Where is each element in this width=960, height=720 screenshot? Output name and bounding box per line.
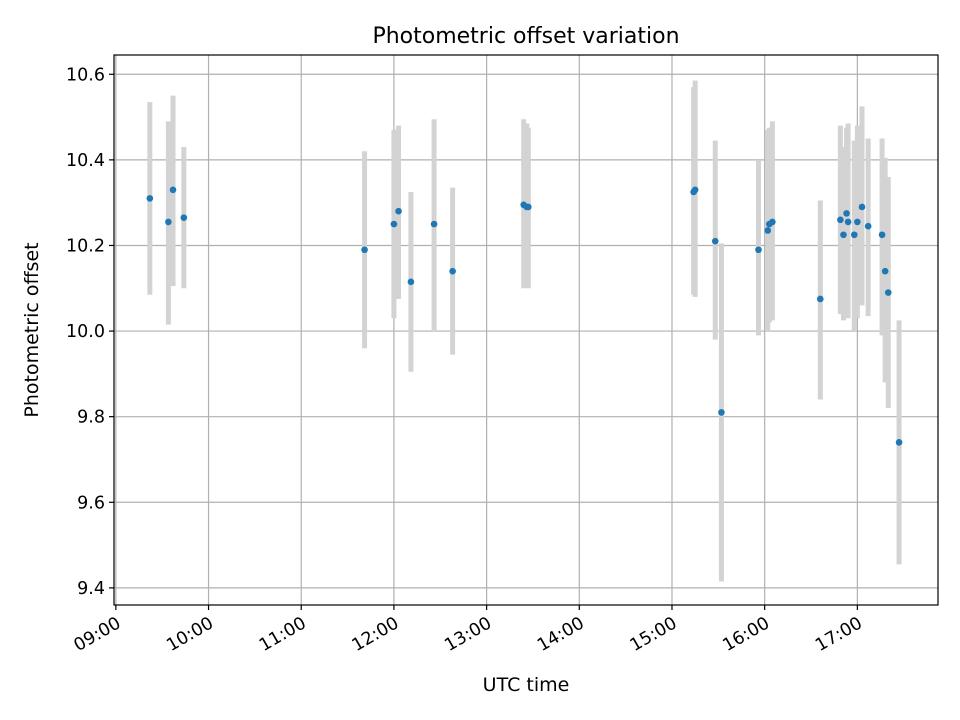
y-axis-ticks: 9.4 9.6 9.8 10.0 10.2 10.4 10.6 xyxy=(66,65,114,599)
data-point xyxy=(755,246,762,254)
data-point xyxy=(361,246,368,254)
y-axis-label: Photometric offset xyxy=(21,242,43,417)
data-point xyxy=(850,231,858,239)
x-tick-label: 16:00 xyxy=(719,613,773,656)
data-points xyxy=(146,186,903,446)
plot-frame xyxy=(113,54,939,606)
data-point xyxy=(895,439,903,446)
data-point xyxy=(430,220,438,228)
data-point xyxy=(843,210,850,217)
data-point xyxy=(525,203,532,211)
data-point xyxy=(764,227,772,234)
data-point xyxy=(711,237,719,245)
x-tick-label: 10:00 xyxy=(163,613,217,656)
data-point xyxy=(840,231,847,239)
data-point xyxy=(881,267,889,275)
data-point xyxy=(844,218,852,226)
x-tick-label: 12:00 xyxy=(349,613,403,656)
x-tick-label: 17:00 xyxy=(812,613,866,656)
x-axis-ticks: 09:00 10:00 11:00 12:00 13:00 14:00 15:00 16:00… xyxy=(71,605,866,656)
data-point xyxy=(837,216,844,224)
data-point xyxy=(165,218,172,226)
data-point xyxy=(395,207,402,215)
x-tick-label: 13:00 xyxy=(441,613,495,656)
data-point xyxy=(146,195,154,202)
data-point xyxy=(816,295,824,303)
y-tick-label: 9.4 xyxy=(77,579,105,599)
data-point xyxy=(407,278,415,286)
y-tick-label: 9.6 xyxy=(77,493,105,513)
x-tick-label: 09:00 xyxy=(71,613,125,656)
data-point xyxy=(854,218,861,226)
y-tick-label: 10.6 xyxy=(66,65,105,85)
data-point xyxy=(691,186,699,194)
x-tick-label: 14:00 xyxy=(534,613,588,656)
x-axis-label: UTC time xyxy=(483,674,570,696)
x-tick-label: 15:00 xyxy=(627,613,681,656)
x-tick-label: 11:00 xyxy=(256,613,310,656)
data-point xyxy=(169,186,177,194)
data-point xyxy=(858,203,866,211)
y-tick-label: 9.8 xyxy=(77,408,105,428)
data-point xyxy=(769,218,776,226)
data-point xyxy=(878,231,886,239)
y-tick-label: 10.4 xyxy=(66,151,105,171)
data-point xyxy=(180,214,188,221)
chart-title: Photometric offset variation xyxy=(372,24,679,49)
data-point xyxy=(884,289,892,296)
data-point xyxy=(390,220,398,228)
data-point xyxy=(718,409,725,416)
y-tick-label: 10.2 xyxy=(66,236,105,256)
data-point xyxy=(449,267,456,275)
data-point xyxy=(864,222,872,230)
y-tick-label: 10.0 xyxy=(66,322,105,342)
